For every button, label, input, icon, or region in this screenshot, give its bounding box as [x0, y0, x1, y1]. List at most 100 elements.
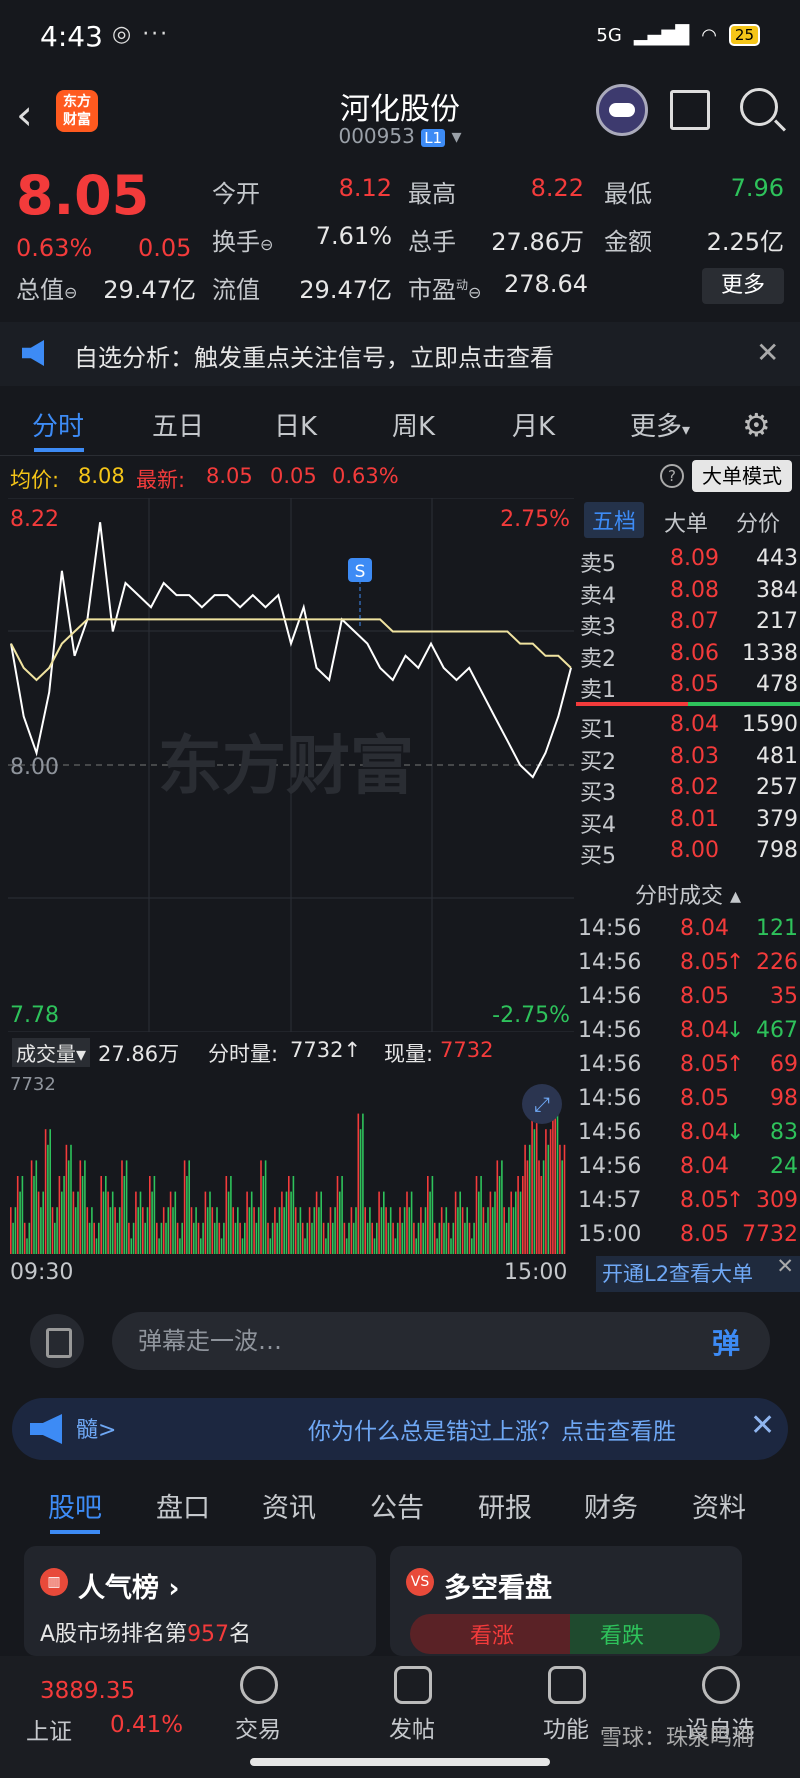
volume-bar — [213, 1222, 216, 1254]
tab-profile[interactable]: 资料 — [692, 1493, 746, 1524]
volume-bar — [188, 1160, 190, 1254]
volume-bar — [535, 1113, 538, 1254]
help-icon[interactable]: ? — [660, 464, 684, 488]
bull-button[interactable]: 看涨 — [410, 1614, 570, 1654]
y-label-top-pct: 2.75% — [500, 507, 570, 532]
bid-row[interactable]: 买1 8.04 1590 — [576, 710, 800, 743]
ticks-title[interactable]: 分时成交 ▴ — [634, 884, 742, 909]
header: ‹ 东方 财富 河化股份 000953 L1 ▾ — [0, 78, 800, 156]
volume-bar — [533, 1129, 536, 1254]
tab-5day[interactable]: 五日 — [152, 412, 205, 442]
back-icon[interactable]: ‹ — [16, 90, 33, 139]
robot-assistant-icon[interactable] — [596, 84, 648, 136]
post-icon[interactable] — [394, 1666, 432, 1704]
volume-bar — [457, 1207, 459, 1254]
notice-banner[interactable]: 自选分析：触发重点关注信号，立即点击查看 ✕ — [0, 322, 800, 386]
volume-selector[interactable]: 成交量▾ — [12, 1038, 91, 1067]
tab-news[interactable]: 资讯 — [262, 1493, 316, 1524]
tab-intraday[interactable]: 分时 — [32, 412, 85, 442]
time-axis: 09:30 15:00 开通L2查看大单 ✕ — [0, 1254, 800, 1292]
volume-bar — [522, 1176, 524, 1254]
volume-bar — [146, 1207, 149, 1254]
bid-row[interactable]: 买2 8.03 481 — [576, 742, 800, 775]
book-tab-price-dist[interactable]: 分价 — [736, 512, 781, 537]
book-tab-big-order[interactable]: 大单 — [664, 512, 709, 537]
ask-row[interactable]: 卖4 8.08 384 — [576, 576, 800, 609]
popularity-card[interactable]: ▥ 人气榜 › A股市场排名第957名 — [24, 1546, 376, 1656]
chevron-down-icon: ▾ — [451, 124, 462, 148]
volume-bar — [561, 1160, 563, 1254]
book-level-label: 卖4 — [580, 583, 616, 609]
tick-volume: 98 — [770, 1086, 798, 1111]
nav-post[interactable]: 发帖 — [389, 1717, 435, 1743]
trade-icon[interactable] — [240, 1666, 278, 1704]
volume-bar — [376, 1222, 378, 1254]
bottom-navbar: 3889.35 上证 0.41% 交易 发帖 功能 设自选 — [0, 1656, 800, 1778]
expand-icon[interactable]: ⤢ — [522, 1084, 562, 1124]
volume-bar — [264, 1160, 267, 1254]
long-short-card[interactable]: VS 多空看盘 看涨 看跌 — [390, 1546, 742, 1656]
book-level-label: 卖1 — [580, 678, 616, 703]
volume-bar — [42, 1191, 44, 1254]
close-icon[interactable]: ✕ — [750, 1408, 776, 1443]
index-ticker[interactable]: 3889.35 上证 0.41% — [0, 1656, 183, 1778]
danmu-button[interactable]: 弹 — [712, 1327, 741, 1360]
tab-daily-k[interactable]: 日K — [274, 412, 318, 442]
volume-bar — [40, 1207, 42, 1254]
share-icon[interactable] — [670, 90, 710, 130]
l2-upgrade-banner[interactable]: 开通L2查看大单 ✕ — [596, 1254, 800, 1292]
volume-bar — [290, 1191, 292, 1254]
intraday-chart[interactable]: 东方财富 S 8.22 8.00 7.78 2.75% -2.75% — [8, 498, 574, 1032]
ask-row[interactable]: 卖3 8.07 217 — [576, 607, 800, 640]
big-order-mode-button[interactable]: 大单模式 — [692, 460, 792, 492]
turnover-value: 7.61% — [315, 222, 392, 250]
volume-bar — [276, 1222, 278, 1254]
tick-volume: 7732↑ — [290, 1038, 362, 1062]
tick-volume-label: 分时量: — [208, 1042, 279, 1066]
volume-bar — [350, 1207, 353, 1254]
volume-bar — [227, 1191, 230, 1254]
ask-row[interactable]: 卖2 8.06 1338 — [576, 639, 800, 672]
bid-row[interactable]: 买3 8.02 257 — [576, 773, 800, 806]
volume-bar — [244, 1222, 246, 1254]
tick-time: 14:57 — [578, 1188, 642, 1213]
tab-weekly-k[interactable]: 周K — [392, 412, 436, 442]
more-button[interactable]: 更多 — [702, 268, 784, 304]
tab-finance[interactable]: 财务 — [584, 1493, 638, 1524]
tab-forum[interactable]: 股吧 — [48, 1493, 102, 1524]
book-tab-level5[interactable]: 五档 — [584, 502, 645, 538]
home-indicator[interactable] — [250, 1758, 550, 1766]
tab-monthly-k[interactable]: 月K — [512, 412, 556, 442]
nav-add-watchlist[interactable]: 设自选 — [685, 1717, 755, 1743]
close-icon[interactable]: ✕ — [756, 336, 780, 369]
tab-announcements[interactable]: 公告 — [370, 1493, 424, 1524]
tick-price: 8.04 — [680, 916, 729, 941]
stock-code-row[interactable]: 000953 L1 ▾ — [0, 124, 800, 148]
nav-functions[interactable]: 功能 — [543, 1717, 589, 1743]
volume-bar — [281, 1191, 283, 1254]
note-icon[interactable] — [30, 1314, 84, 1368]
tab-market[interactable]: 盘口 — [156, 1493, 210, 1524]
add-watchlist-icon[interactable] — [702, 1666, 740, 1704]
volume-chart[interactable]: 7732 ⤢ — [8, 1068, 574, 1254]
functions-icon[interactable] — [548, 1666, 586, 1704]
volume-bar — [260, 1160, 262, 1254]
ask-row[interactable]: 卖1 8.05 478 — [576, 670, 800, 703]
nav-trade[interactable]: 交易 — [235, 1717, 281, 1743]
volume-bar — [267, 1222, 269, 1254]
volume-bar — [125, 1160, 128, 1254]
volume-bar — [130, 1238, 133, 1254]
bear-button[interactable]: 看跌 — [570, 1614, 720, 1654]
promo-banner[interactable]: 髓> 你为什么总是错过上涨？点击查看胜 ✕ — [12, 1398, 788, 1460]
danmu-input[interactable]: 弹幕走一波… — [112, 1312, 770, 1370]
search-icon[interactable] — [740, 88, 778, 126]
bid-row[interactable]: 买4 8.01 379 — [576, 805, 800, 838]
bid-row[interactable]: 买5 8.00 798 — [576, 836, 800, 869]
tab-more[interactable]: 更多▾ — [630, 412, 691, 442]
volume-bar — [174, 1191, 177, 1254]
tick-row: 14:57 8.05 ↑ 309 — [576, 1186, 800, 1217]
signal-marker[interactable]: S — [348, 558, 372, 628]
ask-row[interactable]: 卖5 8.09 443 — [576, 544, 800, 577]
gear-icon[interactable]: ⚙ — [742, 406, 771, 444]
tab-research[interactable]: 研报 — [478, 1493, 532, 1524]
